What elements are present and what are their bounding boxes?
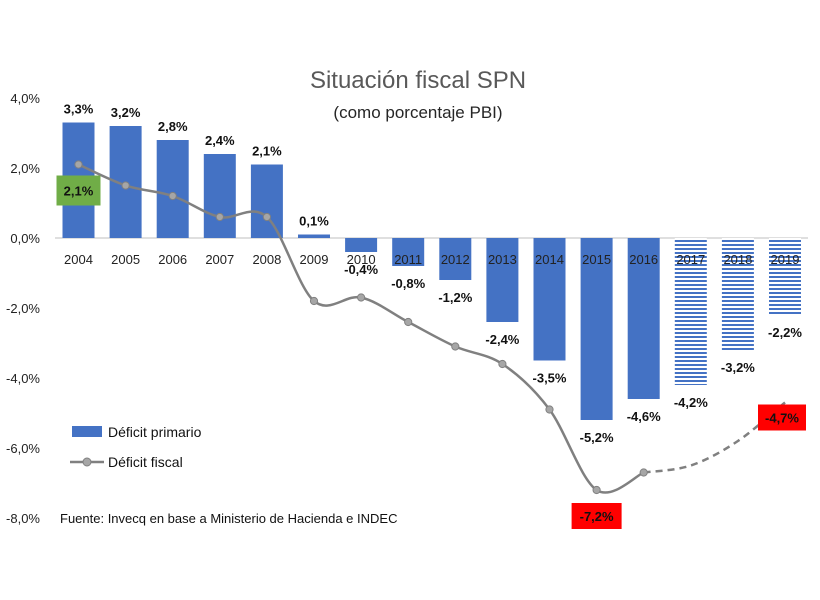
x-tick-label: 2009: [300, 252, 329, 267]
y-tick-label: 2,0%: [10, 161, 40, 176]
x-tick-label: 2006: [158, 252, 187, 267]
y-tick-label: -4,0%: [6, 371, 40, 386]
legend-swatch-primario: [72, 426, 102, 437]
y-tick-label: -6,0%: [6, 441, 40, 456]
y-axis: 4,0% 2,0% 0,0% -2,0% -4,0% -6,0% -8,0%: [6, 91, 40, 526]
y-tick-label: -8,0%: [6, 511, 40, 526]
x-tick-label: 2018: [723, 252, 752, 267]
x-tick-label: 2016: [629, 252, 658, 267]
legend-label-primario: Déficit primario: [108, 424, 202, 440]
bar-2018: [721, 238, 754, 350]
bar-label-2018: -3,2%: [721, 360, 755, 375]
x-tick-label: 2010: [347, 252, 376, 267]
legend-marker-fiscal: [82, 457, 92, 467]
fiscal-point-2004: [74, 160, 83, 169]
bar-label-2006: 2,8%: [158, 119, 188, 134]
x-tick-label: 2012: [441, 252, 470, 267]
bar-2011: [392, 238, 425, 266]
legend-label-fiscal: Déficit fiscal: [108, 454, 183, 470]
bar-label-2005: 3,2%: [111, 105, 141, 120]
callouts: 2,1% -7,2% -4,7%: [56, 175, 806, 529]
bar-label-2007: 2,4%: [205, 133, 235, 148]
fiscal-point-2008: [262, 212, 271, 222]
bar-label-2016: -4,6%: [627, 409, 661, 424]
bar-2017: [674, 238, 707, 385]
data-labels: 3,3% 3,2% 2,8% 2,4% 2,1% 0,1% -0,4% -0,8% -1,2% -…: [64, 102, 803, 446]
callout-label-2019: -4,7%: [765, 411, 799, 426]
chart-title: Situación fiscal SPN: [310, 67, 526, 94]
fiscal-point-2009: [309, 296, 319, 306]
x-tick-label: 2015: [582, 252, 611, 267]
bar-label-2008: 2,1%: [252, 144, 282, 159]
bar-label-2010: -0,4%: [344, 262, 378, 277]
bar-2012: [439, 238, 472, 280]
bars-group: [62, 122, 801, 420]
fiscal-point-2016: [639, 468, 648, 477]
bar-label-2013: -2,4%: [485, 332, 519, 347]
bar-label-2004: 3,3%: [64, 102, 94, 117]
callout-box-2015: [571, 503, 622, 529]
chart-subtitle: (como porcentaje PBI): [333, 103, 502, 122]
bar-2014: [533, 238, 566, 361]
x-tick-label: 2011: [394, 252, 422, 267]
x-axis: 2004 2005 2006 2007 2008 2009 2010 2011 2012 2013…: [64, 252, 799, 267]
bar-label-2012: -1,2%: [438, 290, 472, 305]
x-tick-label: 2008: [252, 252, 281, 267]
bar-label-2009: 0,1%: [299, 214, 329, 229]
y-tick-label: 0,0%: [10, 231, 40, 246]
bar-2019: [769, 238, 801, 315]
source-note: Fuente: Invecq en base a Ministerio de H…: [60, 511, 397, 526]
x-tick-label: 2017: [676, 252, 705, 267]
bar-2013: [486, 238, 519, 322]
x-tick-label: 2005: [111, 252, 140, 267]
bar-label-2017: -4,2%: [674, 395, 708, 410]
fiscal-point-2006: [168, 191, 177, 201]
bar-2006: [156, 140, 189, 238]
callout-label-2015: -7,2%: [580, 509, 614, 524]
fiscal-point-2011: [404, 317, 413, 327]
x-tick-label: 2014: [535, 252, 564, 267]
bar-2008: [250, 164, 283, 238]
fiscal-point-2010: [357, 293, 366, 302]
x-tick-label: 2004: [64, 252, 93, 267]
fiscal-point-2005: [121, 181, 130, 190]
bar-label-2014: -3,5%: [533, 371, 567, 386]
bar-2010: [345, 238, 378, 252]
bar-2015: [580, 238, 613, 420]
x-tick-label: 2013: [488, 252, 517, 267]
fiscal-point-2015: [592, 485, 601, 495]
callout-box-2019: [758, 404, 806, 431]
y-tick-label: 4,0%: [10, 91, 40, 106]
fiscal-point-2012: [451, 342, 460, 351]
y-tick-label: -2,0%: [6, 301, 40, 316]
bar-2007: [203, 154, 236, 238]
bar-label-2015: -5,2%: [580, 430, 614, 445]
bar-2009: [298, 234, 330, 238]
bar-2016: [627, 238, 660, 399]
x-tick-label: 2007: [205, 252, 234, 267]
fiscal-point-2013: [498, 359, 507, 369]
bar-label-2011: -0,8%: [391, 276, 425, 291]
callout-label-2004: 2,1%: [64, 184, 94, 199]
callout-box-2004: [56, 175, 101, 206]
fiscal-point-2014: [545, 405, 554, 414]
fiscal-point-2007: [215, 212, 224, 222]
legend: Déficit primario Déficit fiscal: [70, 424, 202, 470]
bar-label-2019: -2,2%: [768, 325, 802, 340]
x-tick-label: 2019: [771, 252, 800, 267]
